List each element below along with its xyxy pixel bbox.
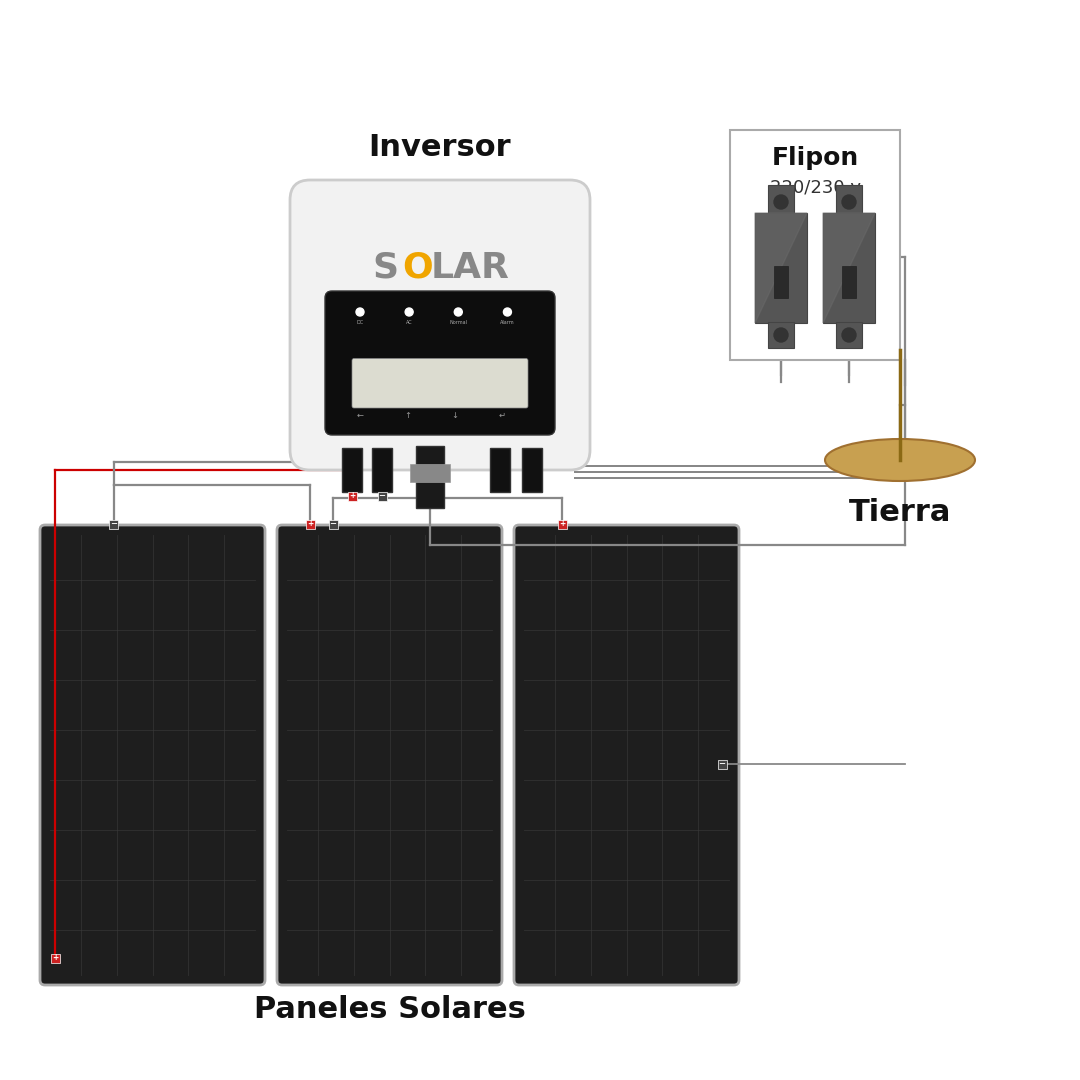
Bar bbox=[836, 322, 862, 348]
Bar bbox=[717, 759, 727, 769]
Circle shape bbox=[503, 308, 512, 316]
Text: −: − bbox=[329, 519, 337, 528]
Circle shape bbox=[455, 308, 462, 316]
Text: O: O bbox=[403, 251, 433, 284]
Bar bbox=[557, 519, 567, 528]
Text: ↑: ↑ bbox=[404, 410, 410, 419]
Text: +: + bbox=[52, 954, 58, 962]
Bar bbox=[774, 266, 788, 298]
FancyBboxPatch shape bbox=[276, 525, 502, 985]
Text: +: + bbox=[349, 491, 355, 500]
Bar bbox=[348, 491, 356, 500]
Text: Alarm: Alarm bbox=[500, 320, 515, 324]
Circle shape bbox=[842, 195, 856, 210]
Bar bbox=[328, 519, 338, 528]
Bar bbox=[768, 185, 794, 213]
Circle shape bbox=[842, 328, 856, 342]
Bar bbox=[342, 448, 362, 492]
FancyBboxPatch shape bbox=[40, 525, 265, 985]
Text: LAR: LAR bbox=[431, 251, 510, 284]
Text: −: − bbox=[718, 759, 726, 769]
Polygon shape bbox=[755, 213, 807, 323]
Text: ←: ← bbox=[356, 410, 364, 419]
Bar bbox=[51, 954, 59, 962]
Bar bbox=[410, 464, 450, 482]
Text: Normal: Normal bbox=[449, 320, 468, 324]
Circle shape bbox=[356, 308, 364, 316]
Text: +: + bbox=[307, 519, 313, 528]
Circle shape bbox=[774, 195, 788, 210]
Bar bbox=[372, 448, 392, 492]
Bar bbox=[755, 213, 807, 323]
Text: +: + bbox=[558, 519, 565, 528]
Text: Flipon: Flipon bbox=[771, 146, 859, 170]
Text: Tierra: Tierra bbox=[849, 498, 951, 527]
Bar bbox=[768, 322, 794, 348]
Ellipse shape bbox=[825, 438, 975, 481]
Text: S: S bbox=[372, 251, 399, 284]
Text: ↓: ↓ bbox=[451, 410, 458, 419]
FancyBboxPatch shape bbox=[325, 291, 555, 435]
Polygon shape bbox=[823, 213, 875, 323]
Bar bbox=[836, 185, 862, 213]
Circle shape bbox=[405, 308, 414, 316]
Bar bbox=[378, 491, 387, 500]
Bar bbox=[306, 519, 314, 528]
Text: −: − bbox=[378, 491, 386, 500]
Circle shape bbox=[774, 328, 788, 342]
Bar bbox=[490, 448, 510, 492]
Text: DC: DC bbox=[356, 320, 364, 324]
Bar bbox=[842, 266, 856, 298]
Bar bbox=[522, 448, 542, 492]
Text: AC: AC bbox=[406, 320, 413, 324]
Text: ↵: ↵ bbox=[499, 410, 505, 419]
FancyBboxPatch shape bbox=[291, 180, 590, 470]
FancyBboxPatch shape bbox=[352, 359, 528, 408]
Bar bbox=[109, 519, 119, 528]
Bar bbox=[823, 213, 875, 323]
Text: 220/230 v: 220/230 v bbox=[769, 179, 861, 197]
Text: Inversor: Inversor bbox=[368, 133, 511, 162]
Text: Paneles Solares: Paneles Solares bbox=[254, 995, 526, 1024]
Text: −: − bbox=[110, 519, 118, 528]
FancyBboxPatch shape bbox=[514, 525, 739, 985]
Bar bbox=[730, 130, 900, 360]
Bar bbox=[416, 446, 444, 508]
